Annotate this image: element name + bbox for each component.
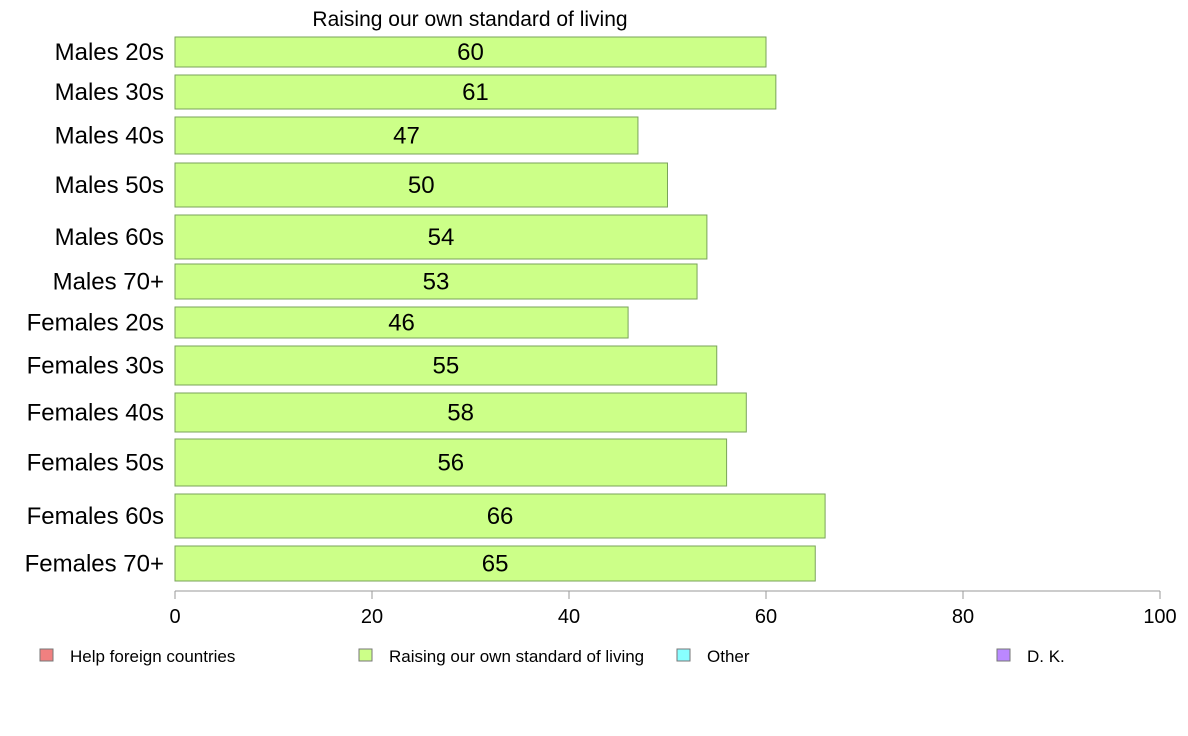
bars-group: 60 Males 20s 61 Males 30s 47 Males 40s 50 Males… — [25, 36, 826, 582]
category-label: Males 70+ — [53, 269, 164, 296]
x-tick-label: 40 — [558, 606, 580, 628]
bar — [174, 162, 668, 208]
category-label: Males 40s — [55, 123, 164, 150]
data-label: 58 — [447, 400, 474, 427]
data-label: 54 — [428, 224, 455, 251]
x-tick-label: 0 — [169, 606, 180, 628]
bar — [174, 214, 708, 260]
bar — [174, 345, 718, 386]
category-label: Females 60s — [27, 503, 164, 530]
legend-label: Raising our own standard of living — [389, 647, 644, 666]
data-label: 46 — [388, 310, 415, 337]
legend: Help foreign countries Raising our own st… — [39, 647, 1065, 666]
data-label: 55 — [433, 353, 460, 380]
legend-label: Help foreign countries — [70, 647, 235, 666]
bar — [174, 36, 767, 68]
bar — [174, 116, 639, 155]
bar — [174, 438, 728, 487]
category-label: Males 50s — [55, 172, 164, 199]
data-label: 61 — [462, 79, 489, 106]
category-label: Females 70+ — [25, 551, 164, 578]
data-label: 65 — [482, 551, 509, 578]
legend-label: D. K. — [1027, 647, 1065, 666]
data-label: 60 — [457, 39, 484, 66]
bar — [174, 392, 747, 433]
legend-label: Other — [707, 647, 750, 666]
legend-swatch — [39, 648, 54, 662]
legend-swatch — [676, 648, 691, 662]
data-label: 56 — [437, 450, 464, 477]
bar — [174, 306, 629, 339]
bar — [174, 493, 826, 539]
data-label: 66 — [487, 503, 514, 530]
category-label: Males 30s — [55, 79, 164, 106]
bar — [174, 74, 777, 110]
category-label: Females 50s — [27, 450, 164, 477]
x-tick-label: 20 — [361, 606, 383, 628]
chart-title: Raising our own standard of living — [312, 8, 627, 31]
data-label: 53 — [423, 269, 450, 296]
category-label: Females 40s — [27, 400, 164, 427]
legend-swatch — [358, 648, 373, 662]
x-tick-label: 80 — [952, 606, 974, 628]
category-label: Males 20s — [55, 39, 164, 66]
x-axis: 0 20 40 60 80 100 — [169, 590, 1177, 628]
x-tick-label: 100 — [1143, 606, 1176, 628]
data-label: 47 — [393, 123, 420, 150]
legend-swatch — [996, 648, 1011, 662]
bar — [174, 263, 698, 300]
x-tick-label: 60 — [755, 606, 777, 628]
category-label: Females 20s — [27, 310, 164, 337]
bar — [174, 545, 816, 582]
data-label: 50 — [408, 172, 435, 199]
category-label: Females 30s — [27, 353, 164, 380]
category-label: Males 60s — [55, 224, 164, 251]
